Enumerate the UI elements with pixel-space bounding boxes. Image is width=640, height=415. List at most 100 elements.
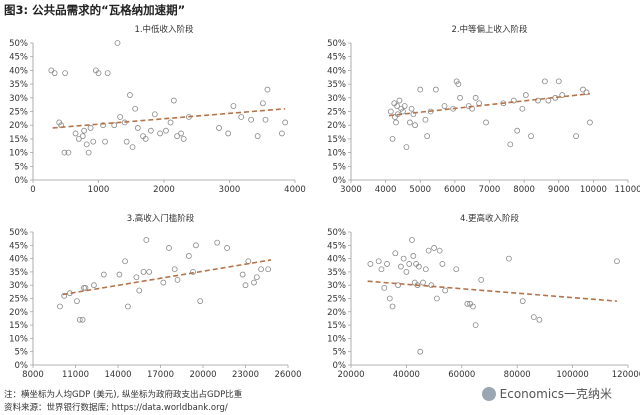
data-point [389,303,396,310]
x-tick-label: 3000 [219,185,241,195]
data-point [530,314,537,321]
data-point [51,70,58,77]
data-point [116,271,123,278]
data-point [122,258,128,265]
data-point [251,279,257,286]
data-point [510,97,517,104]
panel-title: 3.高收入门槛阶段 [127,213,195,224]
data-point [151,111,158,118]
data-point [225,130,232,137]
y-tick-label: 25% [9,295,28,305]
data-point [391,100,398,107]
data-point [410,253,417,259]
trend-line [367,280,617,302]
data-point [378,266,385,273]
data-point [79,133,86,140]
data-point [417,348,424,355]
data-point [384,261,390,267]
data-point [535,97,541,104]
data-point [386,295,393,302]
data-point [140,268,147,275]
x-tick-label: 7000 [479,185,501,195]
y-tick-label: 0% [15,361,29,371]
y-tick-label: 20% [9,121,28,131]
x-tick-label: 40000 [393,370,420,380]
data-point [114,40,121,46]
data-point [519,298,526,305]
data-point [125,303,131,310]
data-point [79,316,86,323]
data-point [214,239,221,246]
y-tick-label: 15% [327,321,346,331]
data-point [75,135,82,142]
y-tick-label: 40% [9,255,28,265]
data-point [216,125,222,131]
data-point [389,135,396,142]
x-tick-label: 120000 [612,370,640,380]
data-point [555,78,562,85]
y-tick-label: 35% [327,268,346,278]
x-tick-label: 11000 [614,185,640,195]
y-tick-label: 20% [327,121,346,131]
data-point [238,114,245,120]
data-point [441,103,448,109]
panel-title: 2.中等偏上收入阶段 [451,24,528,35]
data-point [174,133,181,140]
data-point [409,237,415,243]
data-point [424,133,431,140]
data-point [230,103,237,109]
y-tick-label: 45% [327,241,346,251]
y-tick-label: 5% [333,162,347,172]
y-tick-label: 40% [327,66,346,76]
data-point [174,276,181,283]
data-point [81,127,87,134]
data-point [406,261,413,267]
y-tick-label: 25% [327,295,346,305]
data-point [381,284,388,291]
data-point [180,135,187,142]
data-point [507,141,514,148]
y-tick-label: 0% [333,176,347,186]
data-point [536,316,543,323]
data-point [258,266,264,273]
source-note: 资料来源：世界银行数据库; https://data.worldbank.org… [4,403,228,413]
panel-upper-middle-income: 2.中等偏上收入阶段 0% 5% 10% 15% 20% 25% 30% 35% 40% 45% 50… [327,24,640,195]
data-point [224,245,230,251]
x-tick-label: 1000 [88,185,110,195]
data-point [397,263,404,270]
y-tick-label: 15% [9,321,28,331]
data-point [395,282,401,289]
watermark-text: Economics一克纳米 [499,387,612,401]
data-point [185,253,192,259]
data-point [400,108,406,115]
data-point [367,261,374,267]
y-tick-label: 35% [9,80,28,90]
data-point [514,127,521,134]
y-tick-label: 10% [327,334,346,344]
data-point [264,86,271,93]
x-tick-label: 11000 [62,370,89,380]
y-tick-label: 20% [327,308,346,318]
data-point [166,245,172,251]
data-point [472,94,479,101]
data-point [143,237,150,243]
data-point [417,86,424,93]
data-point [432,86,439,93]
y-tick-label: 25% [9,108,28,118]
data-point [242,282,249,289]
data-point [400,255,407,262]
y-tick-label: 5% [333,348,347,358]
y-tick-label: 10% [9,149,28,159]
x-tick-label: 4000 [284,185,306,195]
data-point [102,138,108,145]
data-point [412,122,418,129]
data-point [403,144,410,151]
data-point [248,116,255,123]
y-tick-label: 0% [333,361,347,371]
panel-title: 1.中低收入阶段 [134,24,194,35]
data-point [127,92,133,98]
data-point [519,105,526,112]
data-point [253,274,260,281]
data-point [559,92,566,98]
data-point [136,287,143,294]
